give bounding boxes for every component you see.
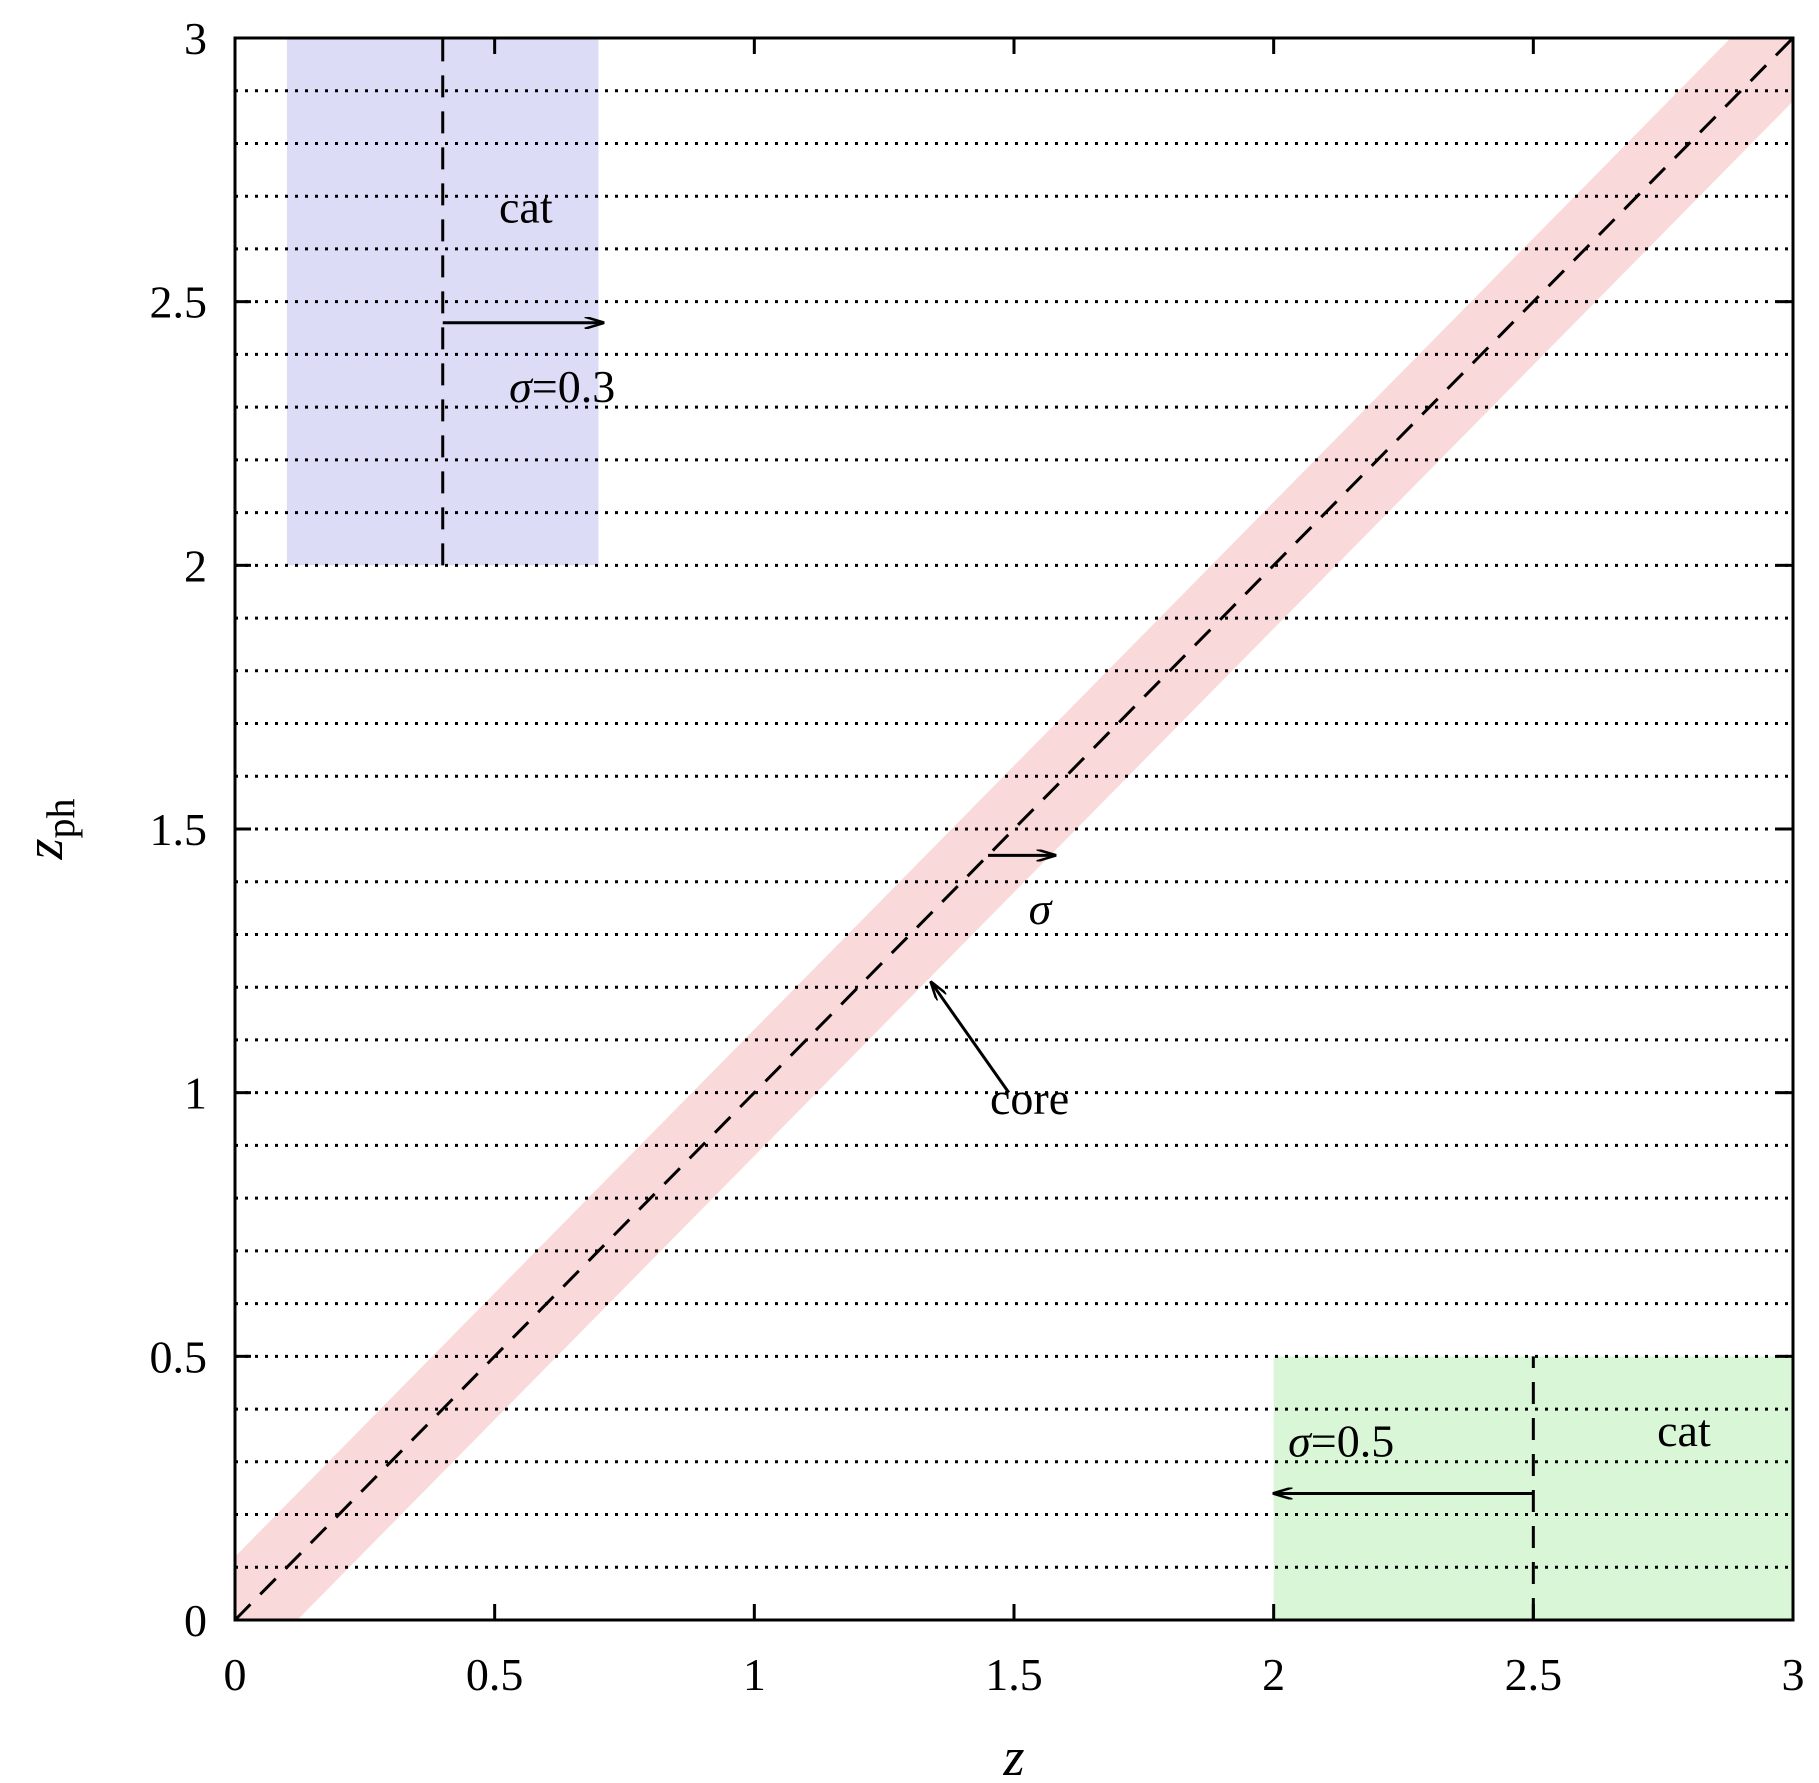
y-tick-label: 1 bbox=[184, 1068, 207, 1119]
cat-top-label: cat bbox=[499, 182, 553, 233]
y-axis-title-main: z bbox=[14, 838, 74, 860]
series-layer bbox=[233, 36, 1795, 1622]
x-tick-label: 1.5 bbox=[985, 1649, 1043, 1700]
x-axis-title: z bbox=[1002, 1727, 1024, 1783]
sigma-mid-sigma: σ bbox=[1029, 883, 1054, 934]
y-tick-label: 2 bbox=[184, 540, 207, 591]
sigma-top-sigma: σ bbox=[509, 361, 534, 412]
sigma-top-label: σ=0.3 bbox=[509, 361, 615, 412]
x-tick-label: 3 bbox=[1782, 1649, 1805, 1700]
tick-layer: 0 0.5 1 1.5 2 2.5 3 0 0.5 1 1.5 2 2.5 3 bbox=[150, 13, 1805, 1700]
x-tick-label: 1 bbox=[743, 1649, 766, 1700]
y-tick-label: 3 bbox=[184, 13, 207, 64]
x-tick-label: 0 bbox=[224, 1649, 247, 1700]
arrow-core bbox=[931, 982, 1011, 1094]
y-tick-label: 2.5 bbox=[150, 277, 208, 328]
arrow-layer bbox=[442, 323, 1534, 1494]
x-tick-label: 0.5 bbox=[466, 1649, 524, 1700]
y-tick-label: 0 bbox=[184, 1595, 207, 1646]
sigma-bottom-value: =0.5 bbox=[1311, 1416, 1394, 1467]
sigma-mid-label: σ bbox=[1029, 883, 1054, 934]
y-axis-title: zph bbox=[14, 798, 83, 860]
grid-layer bbox=[235, 38, 1793, 1620]
y-tick-label: 1.5 bbox=[150, 804, 208, 855]
core-label: core bbox=[990, 1073, 1069, 1124]
y-axis-title-sub: ph bbox=[38, 798, 83, 838]
diagonal-line bbox=[233, 36, 1795, 1622]
sigma-top-value: =0.3 bbox=[532, 361, 615, 412]
x-tick-label: 2 bbox=[1262, 1649, 1285, 1700]
y-tick-label: 0.5 bbox=[150, 1331, 208, 1382]
x-tick-label: 2.5 bbox=[1505, 1649, 1563, 1700]
cat-bottom-label: cat bbox=[1657, 1405, 1711, 1456]
sigma-bottom-label: σ=0.5 bbox=[1288, 1416, 1394, 1467]
sigma-bottom-sigma: σ bbox=[1288, 1416, 1313, 1467]
